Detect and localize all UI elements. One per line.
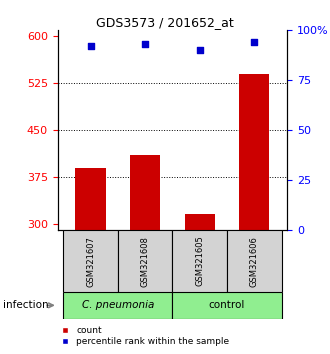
Point	[252, 39, 257, 45]
Bar	[118, 230, 172, 292]
Text: GSM321605: GSM321605	[195, 236, 204, 286]
Legend: count, percentile rank within the sample: count, percentile rank within the sample	[56, 326, 230, 346]
Point	[143, 41, 148, 47]
Point	[88, 43, 93, 49]
Bar	[185, 215, 215, 230]
Bar	[172, 292, 281, 319]
Bar	[63, 292, 172, 319]
Text: infection: infection	[3, 300, 49, 310]
Text: GSM321607: GSM321607	[86, 236, 95, 286]
Bar	[76, 167, 106, 230]
Text: C. pneumonia: C. pneumonia	[82, 300, 154, 310]
Text: GSM321608: GSM321608	[141, 236, 149, 286]
Text: control: control	[209, 300, 245, 310]
Text: GDS3573 / 201652_at: GDS3573 / 201652_at	[96, 16, 234, 29]
Point	[197, 47, 202, 53]
Bar	[239, 74, 269, 230]
Bar	[227, 230, 281, 292]
Bar	[63, 230, 118, 292]
Bar	[130, 155, 160, 230]
Bar	[172, 230, 227, 292]
Text: GSM321606: GSM321606	[250, 236, 259, 286]
